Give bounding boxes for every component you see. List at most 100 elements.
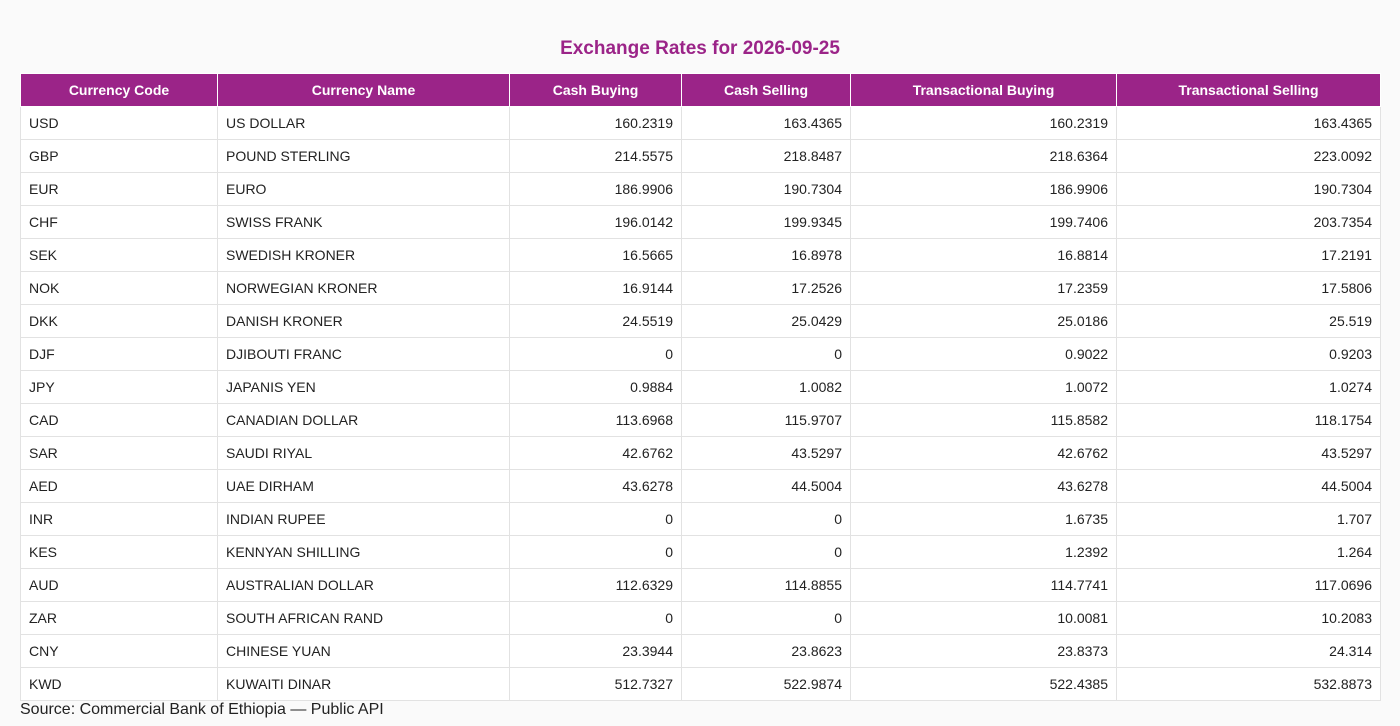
cell-cash-buying: 0	[509, 601, 682, 635]
cell-cash-selling: 114.8855	[681, 568, 851, 602]
cell-currency-code: DKK	[20, 304, 218, 338]
cell-cash-buying: 24.5519	[509, 304, 682, 338]
cell-cash-buying: 112.6329	[509, 568, 682, 602]
cell-cash-buying: 0	[509, 502, 682, 536]
cell-cash-selling: 17.2526	[681, 271, 851, 305]
cell-cash-selling: 522.9874	[681, 667, 851, 701]
cell-currency-code: JPY	[20, 370, 218, 404]
cell-currency-code: SAR	[20, 436, 218, 470]
table-row: KWD KUWAITI DINAR 512.7327 522.9874 522.4385…	[20, 667, 1381, 701]
table-row: EUR EURO 186.9906 190.7304 186.9906 190.7304	[20, 172, 1381, 206]
cell-currency-code: AUD	[20, 568, 218, 602]
cell-transactional-selling: 118.1754	[1116, 403, 1381, 437]
cell-currency-name: AUSTRALIAN DOLLAR	[217, 568, 510, 602]
cell-transactional-selling: 17.5806	[1116, 271, 1381, 305]
cell-cash-selling: 0	[681, 502, 851, 536]
table-row: USD US DOLLAR 160.2319 163.4365 160.2319 163.…	[20, 106, 1381, 140]
cell-currency-name: POUND STERLING	[217, 139, 510, 173]
cell-transactional-selling: 10.2083	[1116, 601, 1381, 635]
table-row: CNY CHINESE YUAN 23.3944 23.8623 23.8373 24.3…	[20, 634, 1381, 668]
cell-transactional-selling: 0.9203	[1116, 337, 1381, 371]
cell-cash-buying: 186.9906	[509, 172, 682, 206]
cell-currency-code: INR	[20, 502, 218, 536]
cell-transactional-buying: 218.6364	[850, 139, 1117, 173]
cell-currency-code: GBP	[20, 139, 218, 173]
cell-transactional-buying: 522.4385	[850, 667, 1117, 701]
table-row: DKK DANISH KRONER 24.5519 25.0429 25.0186 25.…	[20, 304, 1381, 338]
cell-cash-buying: 0	[509, 535, 682, 569]
cell-transactional-buying: 25.0186	[850, 304, 1117, 338]
cell-transactional-selling: 190.7304	[1116, 172, 1381, 206]
cell-currency-code: CNY	[20, 634, 218, 668]
cell-transactional-selling: 43.5297	[1116, 436, 1381, 470]
table-row: AUD AUSTRALIAN DOLLAR 112.6329 114.8855 114.…	[20, 568, 1381, 602]
table-row: KES KENNYAN SHILLING 0 0 1.2392 1.264	[20, 535, 1381, 569]
cell-cash-selling: 0	[681, 337, 851, 371]
table-row: DJF DJIBOUTI FRANC 0 0 0.9022 0.9203	[20, 337, 1381, 371]
cell-transactional-buying: 160.2319	[850, 106, 1117, 140]
cell-currency-name: SWEDISH KRONER	[217, 238, 510, 272]
column-header-cash-buying: Cash Buying	[509, 73, 682, 107]
table-row: JPY JAPANIS YEN 0.9884 1.0082 1.0072 1.0274	[20, 370, 1381, 404]
cell-currency-name: KUWAITI DINAR	[217, 667, 510, 701]
exchange-rates-table: Currency Code Currency Name Cash Buying …	[20, 73, 1381, 701]
cell-transactional-buying: 43.6278	[850, 469, 1117, 503]
cell-transactional-buying: 42.6762	[850, 436, 1117, 470]
cell-transactional-selling: 17.2191	[1116, 238, 1381, 272]
cell-currency-code: AED	[20, 469, 218, 503]
column-header-transactional-selling: Transactional Selling	[1116, 73, 1381, 107]
cell-cash-selling: 1.0082	[681, 370, 851, 404]
cell-transactional-selling: 163.4365	[1116, 106, 1381, 140]
table-body: USD US DOLLAR 160.2319 163.4365 160.2319 163.…	[20, 106, 1381, 701]
cell-transactional-buying: 0.9022	[850, 337, 1117, 371]
cell-cash-selling: 218.8487	[681, 139, 851, 173]
cell-cash-buying: 43.6278	[509, 469, 682, 503]
column-header-currency-code: Currency Code	[20, 73, 218, 107]
cell-cash-selling: 190.7304	[681, 172, 851, 206]
table-row: CHF SWISS FRANK 196.0142 199.9345 199.7406 20…	[20, 205, 1381, 239]
cell-transactional-selling: 1.0274	[1116, 370, 1381, 404]
cell-cash-selling: 115.9707	[681, 403, 851, 437]
table-row: GBP POUND STERLING 214.5575 218.8487 218.636…	[20, 139, 1381, 173]
cell-currency-name: SWISS FRANK	[217, 205, 510, 239]
cell-currency-name: KENNYAN SHILLING	[217, 535, 510, 569]
column-header-transactional-buying: Transactional Buying	[850, 73, 1117, 107]
cell-cash-buying: 0.9884	[509, 370, 682, 404]
cell-cash-buying: 214.5575	[509, 139, 682, 173]
cell-transactional-buying: 10.0081	[850, 601, 1117, 635]
cell-currency-name: JAPANIS YEN	[217, 370, 510, 404]
cell-currency-name: DANISH KRONER	[217, 304, 510, 338]
cell-currency-code: CHF	[20, 205, 218, 239]
cell-transactional-buying: 16.8814	[850, 238, 1117, 272]
cell-transactional-buying: 199.7406	[850, 205, 1117, 239]
cell-transactional-buying: 1.6735	[850, 502, 1117, 536]
cell-currency-name: EURO	[217, 172, 510, 206]
table-row: NOK NORWEGIAN KRONER 16.9144 17.2526 17.2359…	[20, 271, 1381, 305]
cell-transactional-buying: 1.0072	[850, 370, 1117, 404]
cell-cash-selling: 0	[681, 601, 851, 635]
cell-transactional-buying: 186.9906	[850, 172, 1117, 206]
table-row: INR INDIAN RUPEE 0 0 1.6735 1.707	[20, 502, 1381, 536]
source-note: Source: Commercial Bank of Ethiopia — Pu…	[20, 701, 384, 718]
cell-cash-selling: 44.5004	[681, 469, 851, 503]
cell-currency-name: UAE DIRHAM	[217, 469, 510, 503]
cell-cash-selling: 25.0429	[681, 304, 851, 338]
cell-currency-code: KWD	[20, 667, 218, 701]
page-title: Exchange Rates for 2026-09-25	[560, 38, 840, 59]
cell-transactional-selling: 24.314	[1116, 634, 1381, 668]
cell-transactional-selling: 25.519	[1116, 304, 1381, 338]
cell-cash-selling: 163.4365	[681, 106, 851, 140]
cell-transactional-selling: 117.0696	[1116, 568, 1381, 602]
cell-transactional-buying: 114.7741	[850, 568, 1117, 602]
cell-transactional-buying: 115.8582	[850, 403, 1117, 437]
cell-currency-code: EUR	[20, 172, 218, 206]
cell-transactional-buying: 1.2392	[850, 535, 1117, 569]
table-row: SEK SWEDISH KRONER 16.5665 16.8978 16.8814 17…	[20, 238, 1381, 272]
column-header-cash-selling: Cash Selling	[681, 73, 851, 107]
cell-cash-buying: 160.2319	[509, 106, 682, 140]
cell-transactional-selling: 532.8873	[1116, 667, 1381, 701]
table-row: ZAR SOUTH AFRICAN RAND 0 0 10.0081 10.2083	[20, 601, 1381, 635]
cell-currency-name: CHINESE YUAN	[217, 634, 510, 668]
cell-cash-selling: 43.5297	[681, 436, 851, 470]
